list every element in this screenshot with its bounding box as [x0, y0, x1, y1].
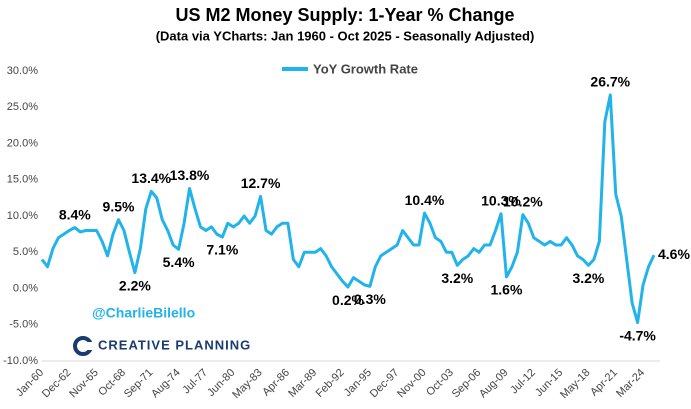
data-label: 26.7% — [590, 74, 630, 90]
brand-name: CREATIVE PLANNING — [98, 337, 251, 352]
data-label: 10.2% — [503, 193, 543, 209]
y-tick-label: 25.0% — [7, 101, 38, 113]
x-tick-label: Sep-71 — [122, 367, 156, 401]
x-tick-label: May-83 — [230, 367, 264, 401]
x-tick-label: Aug-74 — [149, 367, 183, 401]
data-label: 8.4% — [59, 206, 91, 222]
data-label: 13.8% — [170, 167, 210, 183]
y-tick-label: 0.0% — [13, 282, 38, 294]
watermark: @CharlieBilello — [92, 305, 195, 321]
x-tick-label: Feb-92 — [314, 367, 347, 400]
data-label: 7.1% — [206, 242, 238, 258]
data-label: 1.6% — [491, 282, 523, 298]
data-label: 2.2% — [119, 277, 151, 293]
data-label: 10.3% — [481, 193, 521, 209]
y-tick-label: 5.0% — [13, 246, 38, 258]
y-tick-label: 15.0% — [7, 174, 38, 186]
data-label: 12.7% — [241, 175, 281, 191]
data-label: 9.5% — [103, 198, 135, 214]
x-tick-label: May-18 — [558, 367, 592, 401]
data-label: 3.2% — [441, 270, 473, 286]
x-tick-label: Dec-62 — [40, 367, 74, 401]
x-tick-label: Mar-89 — [286, 367, 319, 400]
data-label: 5.4% — [163, 254, 195, 270]
data-label: 13.4% — [131, 170, 171, 186]
chart-subtitle: (Data via YCharts: Jan 1960 - Oct 2025 -… — [156, 28, 535, 43]
data-label: 4.6% — [658, 246, 690, 262]
x-tick-label: Nov-00 — [395, 367, 429, 401]
x-tick-label: Sep-06 — [450, 367, 484, 401]
legend-label: YoY Growth Rate — [313, 61, 418, 76]
data-label: 0.2% — [332, 292, 364, 308]
y-tick-label: -5.0% — [9, 319, 38, 331]
data-label: -4.7% — [619, 327, 656, 343]
data-label: 10.4% — [405, 192, 445, 208]
y-tick-label: 20.0% — [7, 137, 38, 149]
x-tick-label: Aug-09 — [477, 367, 511, 401]
x-tick-label: Dec-97 — [368, 367, 402, 401]
x-tick-label: Mar-24 — [614, 367, 647, 400]
brand-logo — [73, 336, 93, 356]
chart-title: US M2 Money Supply: 1-Year % Change — [175, 5, 514, 25]
x-tick-label: Nov-65 — [67, 367, 101, 401]
data-label: 0.3% — [354, 291, 386, 307]
data-label: 3.2% — [572, 270, 604, 286]
y-tick-label: -10.0% — [3, 355, 38, 367]
y-tick-label: 30.0% — [7, 65, 38, 77]
y-tick-label: 10.0% — [7, 210, 38, 222]
data-line — [40, 93, 656, 325]
